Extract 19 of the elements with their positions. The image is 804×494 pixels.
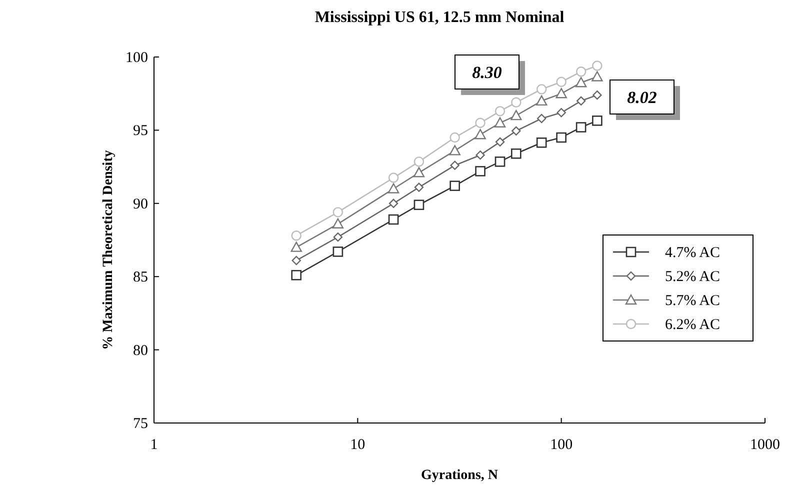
y-tick-label: 95 — [133, 123, 148, 140]
x-tick-label: 10 — [350, 437, 366, 453]
y-tick-label: 100 — [126, 50, 148, 66]
y-tick-label: 75 — [133, 416, 148, 432]
x-tick-label: 100 — [550, 437, 573, 453]
y-tick-label: 80 — [133, 342, 148, 359]
x-tick-label: 1000 — [750, 437, 780, 453]
y-tick-label: 90 — [133, 196, 148, 212]
y-tick-label: 85 — [133, 270, 148, 286]
legend-label: 4.7% AC — [665, 245, 720, 261]
legend-label: 5.2% AC — [665, 269, 720, 285]
annotation: 8.02 — [627, 88, 658, 107]
legend-label: 5.7% AC — [665, 293, 720, 309]
annotation: 8.30 — [472, 63, 502, 82]
x-axis-title: Gyrations, N — [421, 468, 498, 483]
legend-label: 6.2% AC — [665, 317, 720, 333]
x-tick-label: 1 — [150, 437, 158, 453]
y-axis-title: % Maximum Theoretical Density — [101, 150, 116, 350]
chart-title: Mississippi US 61, 12.5 mm Nominal — [314, 9, 565, 26]
